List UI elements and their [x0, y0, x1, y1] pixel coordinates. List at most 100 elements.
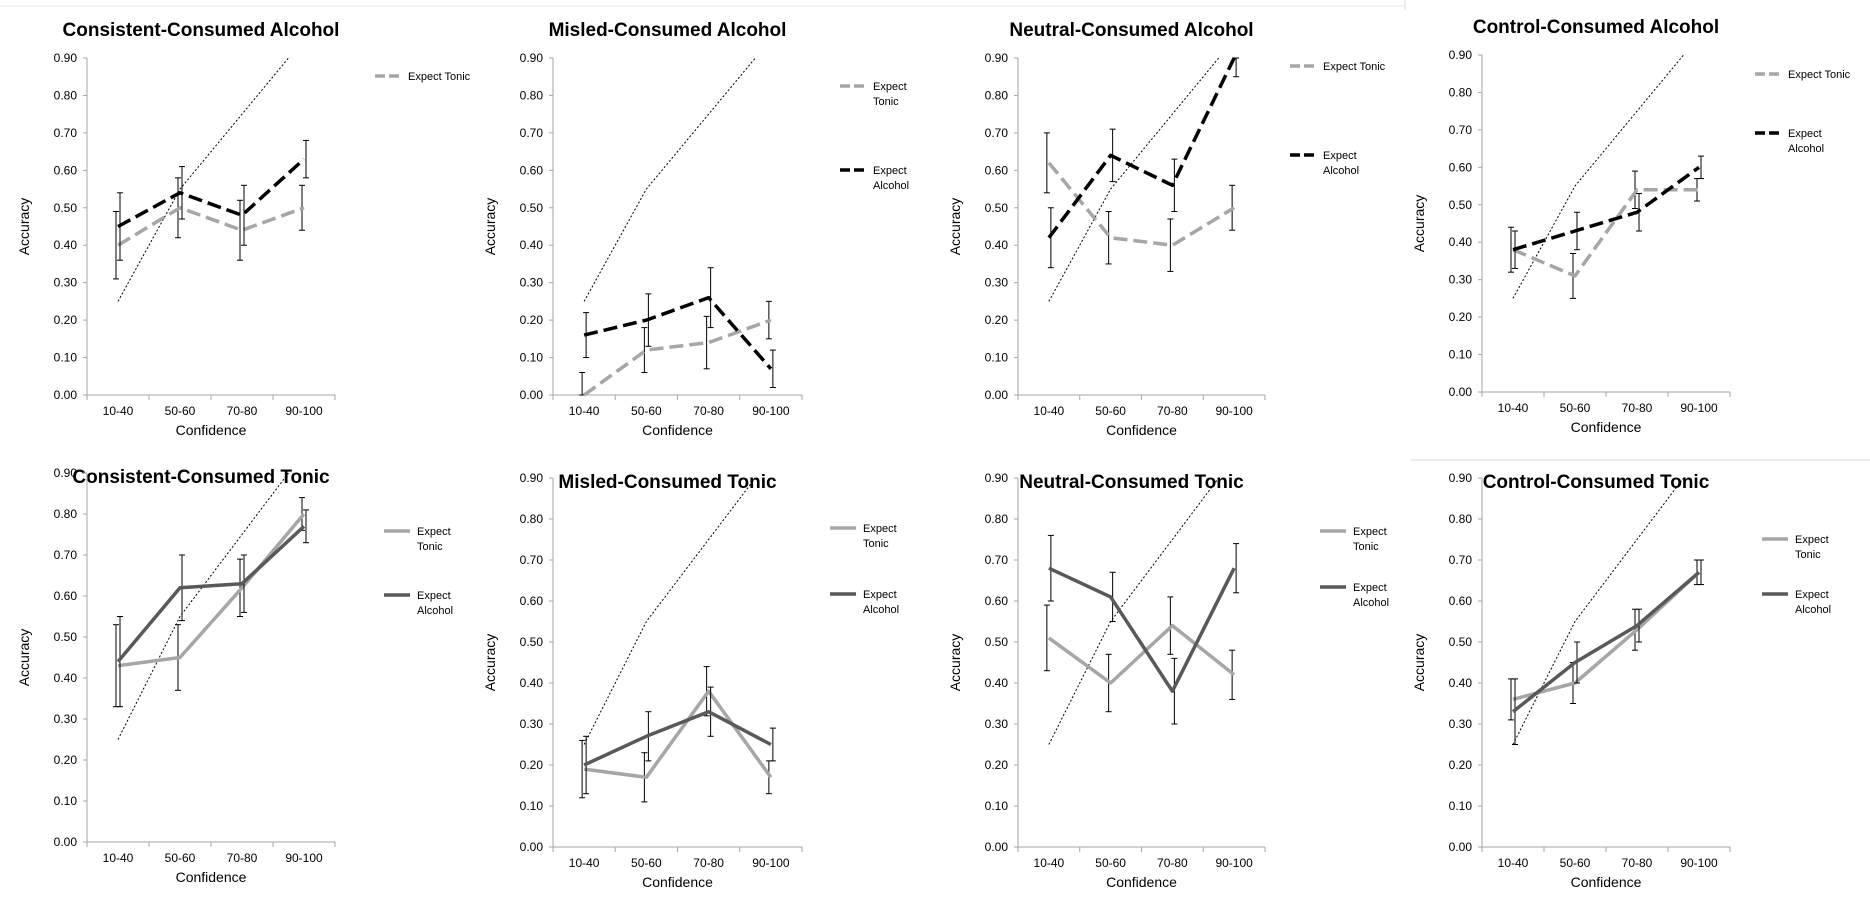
- y-tick-label: 0.20: [985, 758, 1009, 772]
- chart-title: Misled-Consumed Alcohol: [549, 20, 787, 41]
- x-tick-label: 10-40: [103, 851, 134, 865]
- y-tick-label: 0.50: [985, 635, 1009, 649]
- y-tick-label: 0.40: [985, 676, 1009, 690]
- x-tick-label: 50-60: [1560, 401, 1591, 415]
- y-tick-label: 0.00: [54, 388, 78, 402]
- x-axis-label: Confidence: [176, 422, 247, 438]
- y-tick-label: 0.10: [54, 794, 78, 808]
- y-tick-label: 0.50: [1449, 198, 1473, 212]
- legend-label: Alcohol: [873, 180, 909, 192]
- y-tick-label: 0.50: [520, 635, 544, 649]
- x-tick-label: 50-60: [1095, 856, 1126, 870]
- y-tick-label: 0.30: [1449, 717, 1473, 731]
- y-tick-label: 0.10: [520, 799, 544, 813]
- legend-label: Expect: [1795, 534, 1829, 546]
- x-axis-label: Confidence: [1571, 419, 1642, 435]
- y-tick-label: 0.70: [985, 126, 1009, 140]
- legend-label: Expect: [863, 523, 897, 535]
- chart-panel: Consistent-Consumed Alcohol 0.00 0.10 0.20 0…: [16, 20, 471, 438]
- chart-title: Neutral-Consumed Alcohol: [1009, 20, 1253, 41]
- x-tick-label: 90-100: [752, 856, 790, 870]
- series-line: [1047, 161, 1236, 247]
- y-axis-label: Accuracy: [16, 198, 32, 256]
- x-tick-label: 10-40: [569, 856, 600, 870]
- x-tick-label: 50-60: [1560, 856, 1591, 870]
- chart-panel: Control-Consumed Tonic 0.00 0.10 0.20 0.30 0.…: [1411, 471, 1831, 890]
- reference-line: [117, 57, 289, 302]
- series-line: [117, 206, 305, 247]
- x-tick-label: 50-60: [165, 404, 196, 418]
- y-tick-label: 0.90: [520, 51, 544, 65]
- chart-title: Consistent-Consumed Alcohol: [63, 20, 340, 41]
- x-tick-label: 90-100: [1215, 856, 1253, 870]
- chart-panel: Neutral-Consumed Tonic 0.00 0.10 0.20 0.30 0.…: [947, 471, 1389, 890]
- y-tick-label: 0.00: [520, 840, 544, 854]
- y-tick-label: 0.20: [1449, 310, 1473, 324]
- y-tick-label: 0.60: [54, 589, 78, 603]
- y-tick-label: 0.70: [54, 126, 78, 140]
- legend-label: Alcohol: [863, 604, 899, 616]
- chart-title: Control-Consumed Alcohol: [1473, 17, 1719, 38]
- y-tick-label: 0.40: [1449, 676, 1473, 690]
- y-tick-label: 0.30: [985, 717, 1009, 731]
- y-tick-label: 0.50: [520, 201, 544, 215]
- x-tick-label: 50-60: [1095, 404, 1126, 418]
- y-tick-label: 0.30: [520, 717, 544, 731]
- reference-line: [1512, 54, 1684, 299]
- x-axis-label: Confidence: [1106, 874, 1177, 890]
- x-tick-label: 70-80: [1622, 856, 1653, 870]
- y-tick-label: 0.50: [54, 630, 78, 644]
- y-axis-label: Accuracy: [947, 634, 963, 692]
- legend-label: Expect: [873, 81, 907, 93]
- y-tick-label: 0.30: [54, 712, 78, 726]
- y-tick-label: 0.90: [985, 51, 1009, 65]
- y-axis-label: Accuracy: [482, 634, 498, 692]
- y-tick-label: 0.10: [985, 799, 1009, 813]
- y-tick-label: 0.40: [520, 676, 544, 690]
- y-tick-label: 0.60: [985, 594, 1009, 608]
- x-tick-label: 70-80: [227, 851, 258, 865]
- y-axis-label: Accuracy: [1411, 195, 1427, 253]
- x-tick-label: 50-60: [631, 404, 662, 418]
- y-tick-label: 0.30: [1449, 273, 1473, 287]
- reference-line: [583, 477, 756, 745]
- y-tick-label: 0.80: [54, 507, 78, 521]
- legend-label: Alcohol: [1353, 597, 1389, 609]
- reference-line: [1048, 57, 1220, 302]
- y-tick-label: 0.80: [520, 88, 544, 102]
- y-tick-label: 0.50: [1449, 635, 1473, 649]
- y-tick-label: 0.10: [54, 351, 78, 365]
- legend-label: Expect Tonic: [408, 71, 471, 83]
- series-line: [117, 512, 306, 668]
- y-tick-label: 0.00: [985, 840, 1009, 854]
- y-tick-label: 0.40: [985, 238, 1009, 252]
- series-line: [116, 525, 306, 663]
- series-line: [117, 157, 306, 229]
- y-tick-label: 0.80: [520, 512, 544, 526]
- x-tick-label: 50-60: [631, 856, 662, 870]
- y-tick-label: 0.50: [985, 201, 1009, 215]
- series-line: [1512, 165, 1701, 252]
- x-tick-label: 90-100: [285, 404, 323, 418]
- y-tick-label: 0.00: [985, 388, 1009, 402]
- legend-label: Expect: [863, 589, 897, 601]
- y-tick-label: 0.70: [54, 548, 78, 562]
- legend-label: Tonic: [1795, 549, 1821, 561]
- legend-label: Expect: [417, 526, 451, 538]
- x-tick-label: 70-80: [693, 404, 724, 418]
- y-tick-label: 0.30: [54, 276, 78, 290]
- y-tick-label: 0.10: [1449, 348, 1473, 362]
- y-tick-label: 0.10: [520, 351, 544, 365]
- y-tick-label: 0.20: [54, 313, 78, 327]
- y-axis-label: Accuracy: [16, 629, 32, 687]
- chart-panel: Consistent-Consumed Tonic 0.00 0.10 0.20 0.3…: [16, 466, 453, 885]
- x-axis-label: Confidence: [642, 874, 713, 890]
- legend-label: Alcohol: [1788, 143, 1824, 155]
- series-line: [583, 709, 772, 767]
- y-tick-label: 0.60: [520, 163, 544, 177]
- legend-label: Tonic: [1353, 541, 1379, 553]
- legend-label: Expect: [417, 590, 451, 602]
- x-tick-label: 90-100: [1680, 856, 1718, 870]
- x-tick-label: 70-80: [693, 856, 724, 870]
- legend-label: Alcohol: [1795, 604, 1831, 616]
